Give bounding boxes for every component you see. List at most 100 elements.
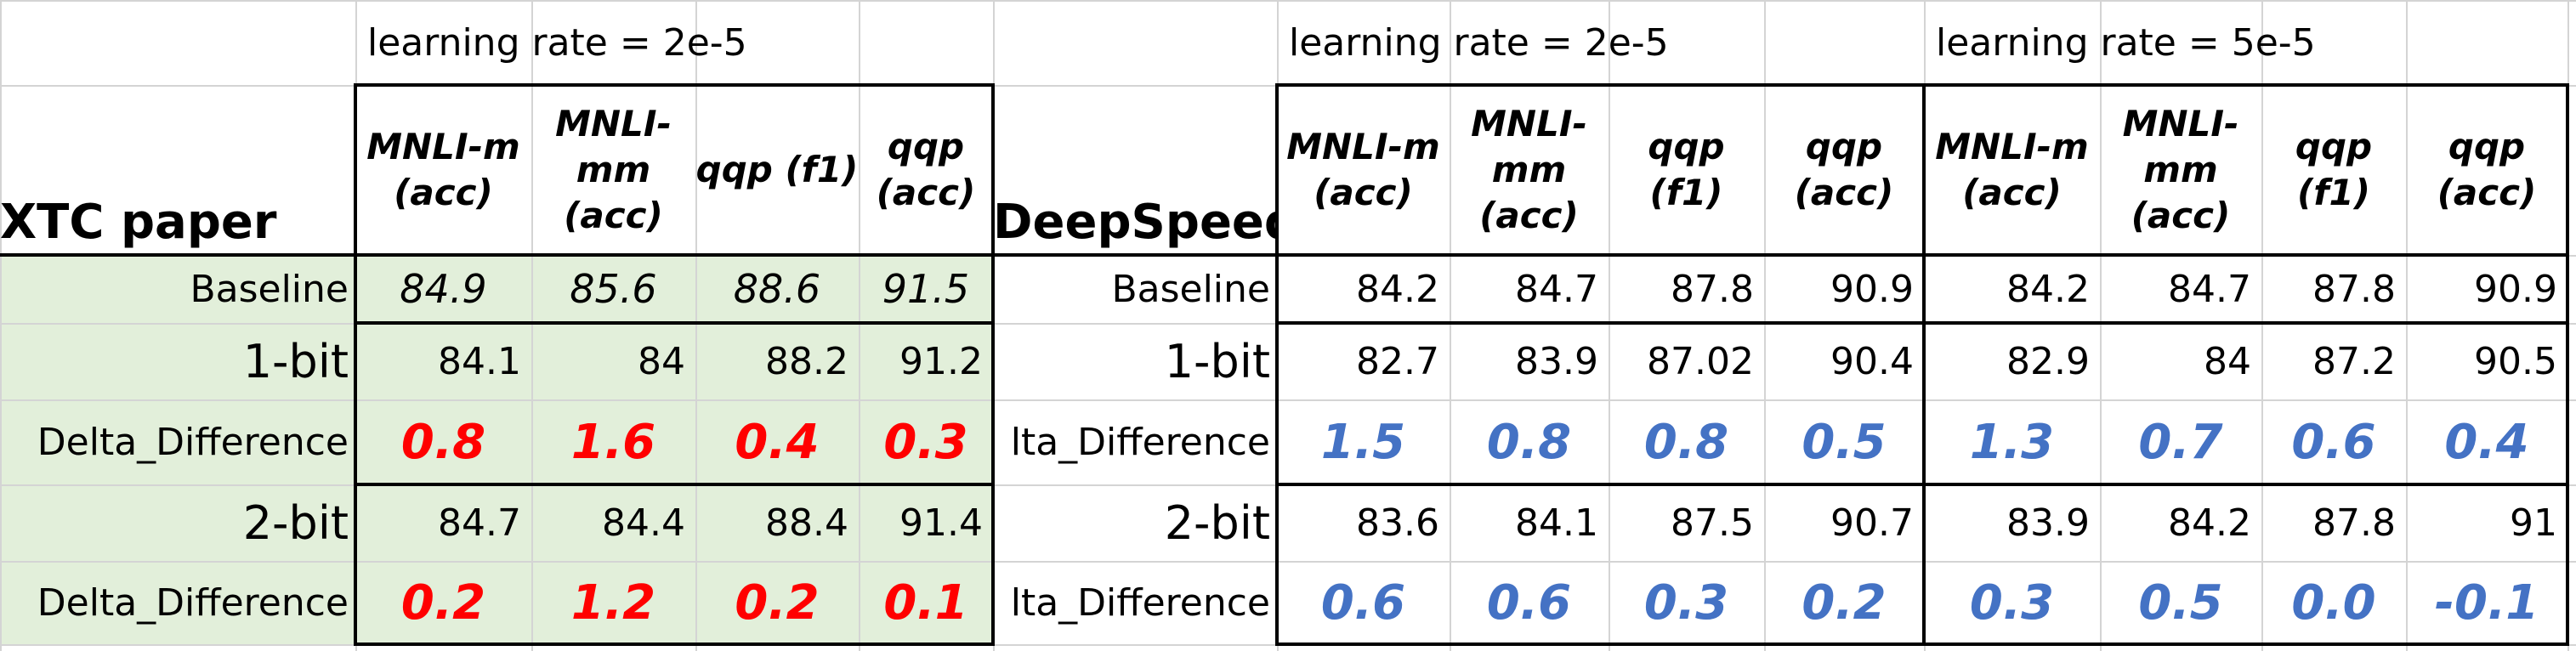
grid-vline-8 [1609, 0, 1610, 651]
grid-hline-6 [0, 561, 2576, 563]
xtc-row-label-1: 1-bit [242, 334, 349, 388]
deepspeed-g1-cell-r2-c3: 0.4 [2444, 414, 2529, 470]
deepspeed-g0-cell-r0-c0: 84.2 [1356, 267, 1439, 311]
xtc-title: XTC paper [0, 195, 277, 250]
deepspeed-g0-cell-r2-c1: 0.8 [1486, 414, 1572, 470]
deepspeed-g0-cell-r2-c3: 0.5 [1801, 414, 1887, 470]
deepspeed-g1-cell-r0-c3: 90.9 [2474, 267, 2557, 311]
xtc-green-fill [0, 255, 993, 644]
deepspeed-border-1bit-bottom [1277, 483, 2567, 486]
xtc-row-label-4: Delta_Difference [37, 580, 349, 625]
xtc-cell-r2-c0: 0.8 [400, 414, 486, 470]
deepspeed-row-label-2: lta_Difference [1010, 420, 1270, 464]
deepspeed-row-label-3: 2-bit [1164, 495, 1270, 550]
xtc-cell-r1-c0: 84.1 [438, 339, 521, 383]
deepspeed-g1-cell-r0-c1: 84.7 [2168, 267, 2251, 311]
xtc-border-top [355, 83, 993, 87]
deepspeed-g1-cell-r3-c2: 87.8 [2312, 501, 2396, 545]
xtc-cell-r0-c1: 85.6 [570, 266, 657, 312]
xtc-cell-r1-c1: 84 [638, 339, 685, 383]
deepspeed-g1-cell-r1-c0: 82.9 [2006, 339, 2090, 383]
xtc-border-right [991, 83, 995, 646]
xtc-learning-rate-label: learning rate = 2e-5 [367, 20, 747, 65]
deepspeed-g0-cell-r4-c0: 0.6 [1320, 575, 1406, 631]
deepspeed-border-right [2566, 83, 2569, 646]
xtc-cell-r4-c2: 0.2 [735, 575, 820, 631]
deepspeed-g1-cell-r4-c0: 0.3 [1969, 575, 2055, 631]
deepspeed-g0-cell-r3-c2: 87.5 [1671, 501, 1754, 545]
deepspeed-g0-cell-r4-c3: 0.2 [1801, 575, 1887, 631]
deepspeed-g0-header-0: MNLI-m (acc) [1286, 126, 1440, 213]
deepspeed-g1-cell-r0-c2: 87.8 [2312, 267, 2396, 311]
xtc-border-bottom [355, 643, 993, 646]
deepspeed-g0-cell-r1-c2: 87.02 [1647, 339, 1754, 383]
grid-vline-7 [1450, 0, 1451, 651]
xtc-cell-r2-c3: 0.3 [883, 414, 968, 470]
grid-vline-9 [1764, 0, 1766, 651]
grid-vline-13 [2406, 0, 2408, 651]
deepspeed-border-bottom [1277, 643, 2567, 646]
xtc-border-baseline-bottom [355, 321, 993, 325]
deepspeed-g0-cell-r4-c1: 0.6 [1486, 575, 1572, 631]
deepspeed-g0-cell-r3-c0: 83.6 [1356, 501, 1439, 545]
deepspeed-g1-cell-r4-c3: -0.1 [2434, 575, 2539, 631]
deepspeed-g1-cell-r1-c3: 90.5 [2474, 339, 2557, 383]
xtc-header-1: MNLI-mm (acc) [555, 103, 672, 236]
deepspeed-learning-rate-label-1: learning rate = 5e-5 [1936, 20, 2316, 65]
deepspeed-g1-cell-r2-c0: 1.3 [1969, 414, 2055, 470]
deepspeed-g0-header-2: qqp (f1) [1648, 126, 1725, 213]
xtc-header-3: qqp (acc) [876, 126, 976, 213]
grid-vline-4 [859, 0, 860, 651]
xtc-cell-r1-c3: 91.2 [899, 339, 983, 383]
xtc-header-0: MNLI-m (acc) [366, 126, 520, 213]
grid-vline-3 [695, 0, 697, 651]
xtc-cell-r4-c1: 1.2 [570, 575, 656, 631]
deepspeed-g1-cell-r1-c1: 84 [2204, 339, 2251, 383]
xtc-border-1bit-bottom [355, 483, 993, 486]
xtc-cell-r3-c0: 84.7 [438, 501, 521, 545]
deepspeed-g0-cell-r0-c2: 87.8 [1671, 267, 1754, 311]
xtc-cell-r3-c1: 84.4 [602, 501, 685, 545]
deepspeed-g1-header-3: qqp (acc) [2437, 126, 2537, 213]
deepspeed-g0-cell-r3-c1: 84.1 [1515, 501, 1598, 545]
xtc-row-label-2: Delta_Difference [37, 420, 349, 464]
xtc-cell-r0-c2: 88.6 [733, 266, 821, 312]
deepspeed-g0-cell-r2-c2: 0.8 [1643, 414, 1729, 470]
deepspeed-border-mid [1922, 83, 1926, 646]
deepspeed-g1-header-0: MNLI-m (acc) [1935, 126, 2089, 213]
deepspeed-border-header-bottom [993, 253, 2567, 257]
deepspeed-g0-cell-r2-c0: 1.5 [1320, 414, 1406, 470]
deepspeed-g0-cell-r1-c3: 90.4 [1830, 339, 1914, 383]
xtc-cell-r3-c3: 91.4 [899, 501, 983, 545]
deepspeed-g1-cell-r3-c1: 84.2 [2168, 501, 2251, 545]
xtc-border-header-bottom [0, 253, 993, 257]
deepspeed-g1-header-2: qqp (f1) [2295, 126, 2373, 213]
xtc-row-label-0: Baseline [190, 267, 349, 311]
deepspeed-title: DeepSpeed [993, 195, 1277, 250]
deepspeed-g0-cell-r4-c2: 0.3 [1643, 575, 1729, 631]
xtc-cell-r4-c0: 0.2 [400, 575, 486, 631]
xtc-cell-r2-c1: 1.6 [570, 414, 656, 470]
deepspeed-g1-cell-r0-c0: 84.2 [2006, 267, 2090, 311]
deepspeed-row-label-0: Baseline [1111, 267, 1270, 311]
deepspeed-g1-cell-r2-c1: 0.7 [2138, 414, 2223, 470]
deepspeed-border-baseline-bottom [1277, 321, 2567, 325]
deepspeed-g0-cell-r1-c1: 83.9 [1515, 339, 1598, 383]
deepspeed-g0-header-1: MNLI-mm (acc) [1471, 103, 1587, 236]
deepspeed-row-label-1: 1-bit [1164, 334, 1270, 388]
deepspeed-g1-cell-r1-c2: 87.2 [2312, 339, 2396, 383]
deepspeed-border-left [1275, 83, 1279, 646]
deepspeed-g0-cell-r1-c0: 82.7 [1356, 339, 1439, 383]
deepspeed-g1-cell-r3-c3: 91 [2510, 501, 2557, 545]
xtc-cell-r1-c2: 88.2 [765, 339, 848, 383]
xtc-cell-r0-c3: 91.5 [882, 266, 970, 312]
grid-vline-2 [531, 0, 533, 651]
xtc-header-2: qqp (f1) [695, 149, 859, 190]
deepspeed-g1-cell-r4-c2: 0.0 [2291, 575, 2376, 631]
deepspeed-g0-cell-r3-c3: 90.7 [1830, 501, 1914, 545]
grid-vline-11 [2100, 0, 2102, 651]
deepspeed-g1-cell-r4-c1: 0.5 [2138, 575, 2223, 631]
xtc-cell-r4-c3: 0.1 [883, 575, 968, 631]
deepspeed-g1-cell-r3-c0: 83.9 [2006, 501, 2090, 545]
deepspeed-g1-cell-r2-c2: 0.6 [2291, 414, 2376, 470]
